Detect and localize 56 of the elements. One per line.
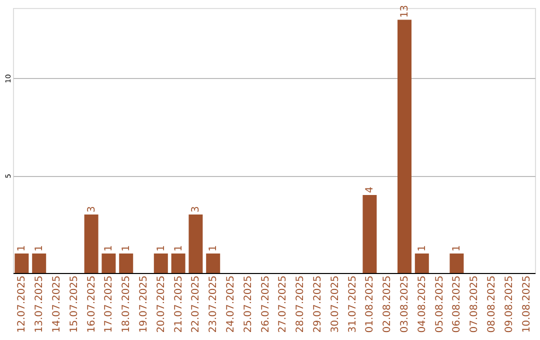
x-tick-label: 12.07.2025	[16, 276, 28, 333]
x-tick-label: 29.07.2025	[312, 276, 324, 333]
x-tick-label: 21.07.2025	[173, 276, 184, 333]
x-tick-label: 09.08.2025	[504, 276, 515, 333]
data-label: 1	[16, 245, 28, 252]
x-tick-label: 13.07.2025	[34, 276, 46, 333]
x-tick-label: 18.07.2025	[121, 276, 132, 333]
x-tick-label: 17.07.2025	[104, 276, 115, 333]
bar	[102, 254, 116, 273]
data-label: 1	[104, 245, 115, 252]
data-label: 1	[173, 245, 184, 252]
x-tick-label: 23.07.2025	[208, 276, 220, 333]
bar	[362, 195, 377, 273]
x-tick-label: 26.07.2025	[260, 276, 272, 333]
x-tick-label: 30.07.2025	[330, 276, 341, 333]
bar	[398, 20, 412, 273]
x-tick-label: 10.08.2025	[521, 276, 532, 333]
data-label: 1	[156, 245, 167, 252]
x-tick-label: 15.07.2025	[68, 276, 80, 333]
x-tick-label: 04.08.2025	[416, 276, 428, 333]
x-tick-label: 27.07.2025	[278, 276, 289, 333]
x-tick-label: 31.07.2025	[347, 276, 358, 333]
bar	[84, 214, 98, 273]
x-tick-label: 07.08.2025	[469, 276, 480, 333]
bar	[450, 254, 464, 273]
x-tick-label: 02.08.2025	[382, 276, 394, 333]
bar	[14, 254, 29, 273]
data-label: 3	[190, 206, 202, 213]
x-tick-label: 22.07.2025	[190, 276, 202, 333]
x-tick-label: 19.07.2025	[138, 276, 150, 333]
x-tick-label: 05.08.2025	[434, 276, 446, 333]
data-label: 1	[452, 245, 463, 252]
data-label: 1	[121, 245, 132, 252]
x-tick-label: 25.07.2025	[242, 276, 254, 333]
bar	[119, 254, 134, 273]
data-label: 1	[34, 245, 46, 252]
bar	[188, 214, 203, 273]
x-tick-label: 08.08.2025	[486, 276, 498, 333]
bar	[414, 254, 429, 273]
x-tick-label: 16.07.2025	[86, 276, 98, 333]
bar	[171, 254, 186, 273]
data-label: 4	[364, 186, 376, 194]
data-label: 1	[416, 245, 428, 252]
data-label: 3	[86, 206, 98, 213]
x-tick-label: 03.08.2025	[400, 276, 410, 333]
bar	[32, 254, 46, 273]
data-label: 13	[400, 4, 410, 18]
x-tick-label: 06.08.2025	[452, 276, 463, 333]
x-tick-label: 20.07.2025	[156, 276, 167, 333]
x-tick-label: 01.08.2025	[364, 276, 376, 333]
x-tick-label: 28.07.2025	[295, 276, 306, 333]
data-label: 1	[208, 245, 220, 252]
x-tick-label: 24.07.2025	[226, 276, 236, 333]
x-tick-label: 14.07.2025	[52, 276, 62, 333]
bar	[206, 254, 220, 273]
bar	[154, 254, 168, 273]
